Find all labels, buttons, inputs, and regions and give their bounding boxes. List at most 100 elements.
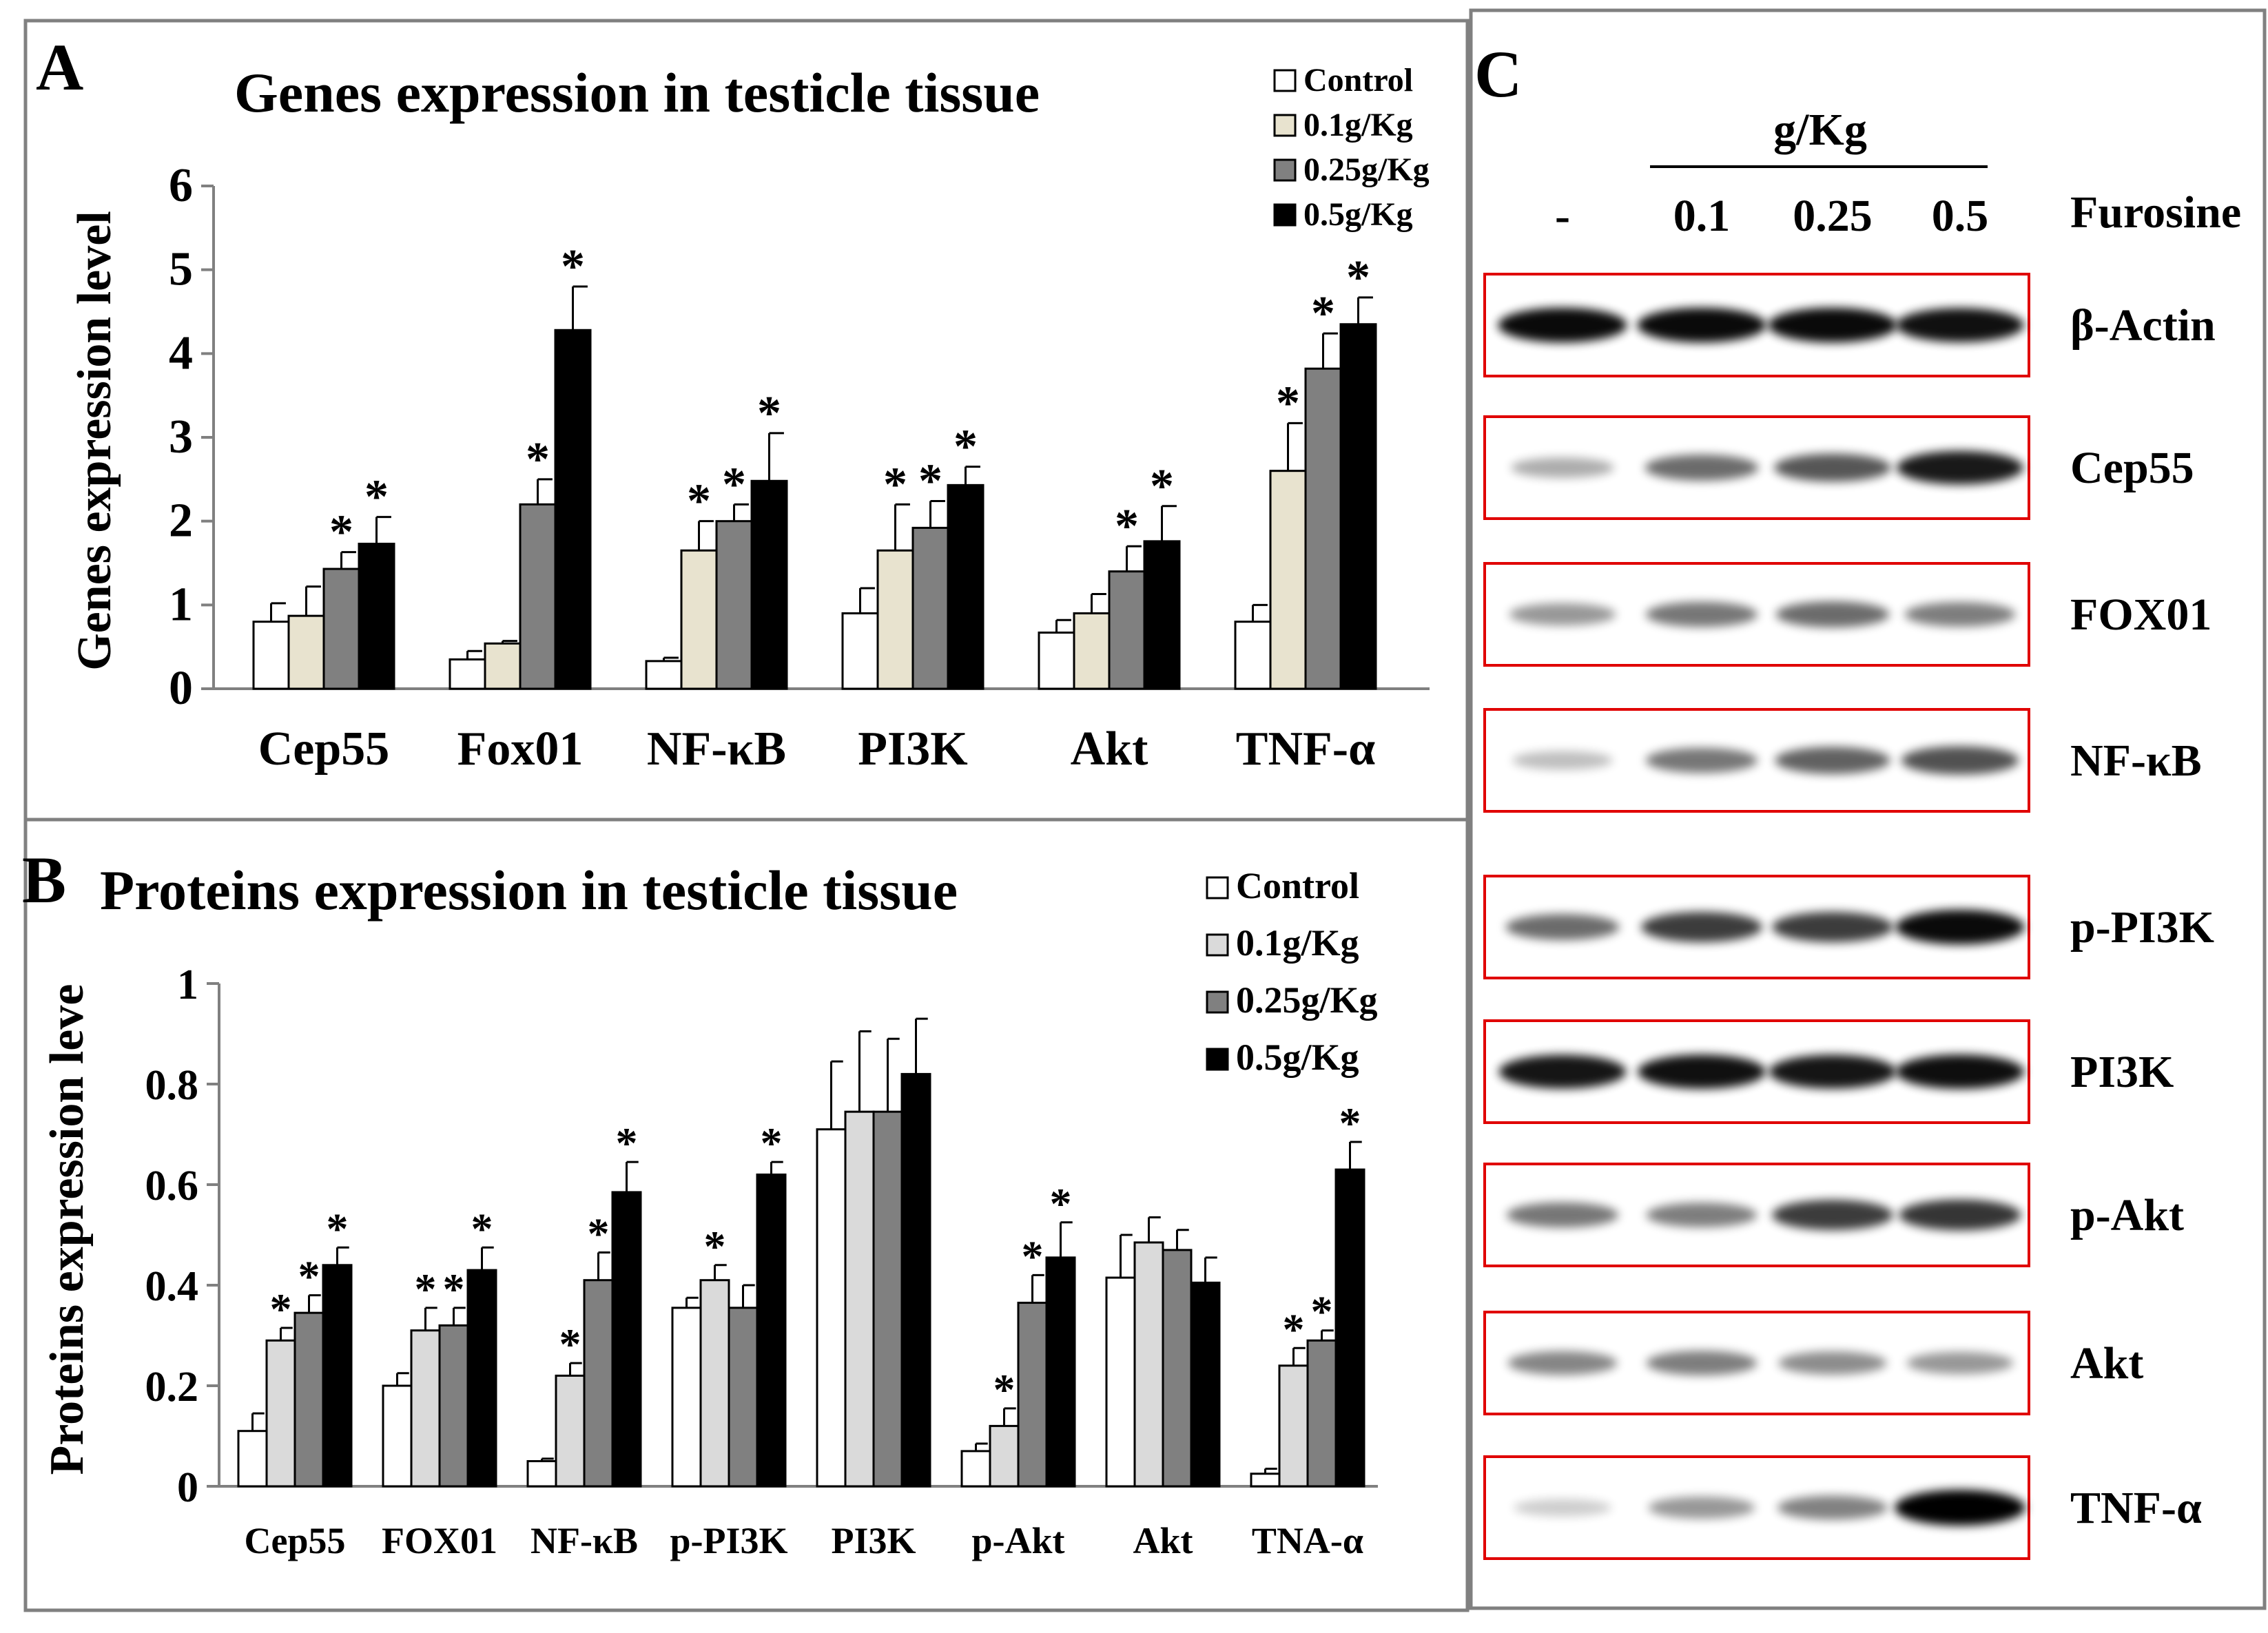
panel-a: A Genes expression in testicle tissue Ge… bbox=[23, 19, 1470, 822]
bar bbox=[876, 549, 914, 690]
panel-c-frame bbox=[1469, 8, 2267, 1610]
significance-star: * bbox=[687, 475, 711, 528]
bar bbox=[947, 483, 984, 690]
blot-row-cep55: Cep55 bbox=[1483, 415, 2194, 520]
blot-band bbox=[1498, 1054, 1627, 1089]
significance-star: * bbox=[883, 458, 907, 511]
bar bbox=[1133, 1241, 1164, 1488]
blot-band bbox=[1777, 1495, 1888, 1520]
panel-a-ylabel: Genes expression level bbox=[68, 211, 121, 671]
bar bbox=[287, 614, 325, 690]
bar bbox=[449, 658, 486, 690]
legend-label: 0.25g/Kg bbox=[1236, 979, 1378, 1021]
bar bbox=[841, 612, 879, 690]
y-tick-label: 1 bbox=[169, 578, 193, 631]
significance-star: * bbox=[1022, 1231, 1044, 1280]
blot-band bbox=[1646, 1203, 1757, 1227]
blot-band bbox=[1513, 1499, 1612, 1517]
bar bbox=[265, 1339, 296, 1488]
bar bbox=[960, 1450, 991, 1488]
category-label: TNF-α bbox=[1236, 722, 1375, 776]
protein-label: β-Actin bbox=[2070, 300, 2216, 351]
significance-star: * bbox=[1276, 377, 1300, 430]
bar bbox=[1073, 612, 1111, 690]
panel-b-plot: 00.20.40.60.81***Cep55* **FOX01***NF-κB**… bbox=[145, 961, 1378, 1561]
bar bbox=[1143, 540, 1181, 690]
category-label: PI3K bbox=[858, 722, 967, 776]
bar bbox=[728, 1307, 759, 1488]
bar bbox=[611, 1191, 642, 1488]
blot-band bbox=[1645, 601, 1758, 627]
bar bbox=[1269, 470, 1307, 690]
bar bbox=[1306, 1339, 1337, 1488]
category-label: PI3K bbox=[831, 1520, 916, 1561]
bar bbox=[680, 549, 718, 690]
significance-star: * bbox=[722, 458, 746, 511]
blot-band bbox=[1645, 455, 1759, 481]
protein-label: NF-κB bbox=[2070, 736, 2202, 786]
blot-row-akt: Akt bbox=[1483, 1311, 2143, 1415]
protein-label: PI3K bbox=[2070, 1047, 2174, 1097]
y-tick-label: 5 bbox=[169, 243, 193, 296]
significance-star: * bbox=[559, 1320, 581, 1369]
bar bbox=[519, 503, 557, 690]
blot-row-p-akt: p-Akt bbox=[1483, 1163, 2184, 1267]
blot-band bbox=[1899, 1199, 2021, 1231]
significance-star: * bbox=[1339, 1099, 1361, 1147]
panel-c-label: C bbox=[1474, 37, 1522, 111]
bar bbox=[526, 1460, 557, 1488]
y-tick-label: 0.6 bbox=[145, 1163, 199, 1209]
lane-label: 0.1 bbox=[1673, 191, 1731, 241]
significance-star: * bbox=[1150, 460, 1174, 513]
significance-star: * bbox=[298, 1252, 320, 1301]
blot-row-nf-b: NF-κB bbox=[1483, 708, 2202, 813]
significance-star: * bbox=[443, 1265, 465, 1313]
significance-star: * bbox=[471, 1204, 493, 1253]
protein-label: Akt bbox=[2070, 1338, 2143, 1388]
significance-star: * bbox=[616, 1119, 638, 1167]
protein-label: TNF-α bbox=[2070, 1483, 2202, 1533]
significance-star: * bbox=[704, 1222, 726, 1271]
significance-star: * bbox=[526, 433, 550, 486]
bar bbox=[1105, 1276, 1136, 1488]
legend-label: Control bbox=[1303, 62, 1413, 98]
bar bbox=[438, 1324, 469, 1488]
significance-star: * bbox=[364, 471, 389, 524]
y-tick-label: 0.4 bbox=[145, 1263, 199, 1310]
blot-band bbox=[1895, 1490, 2025, 1526]
y-tick-label: 2 bbox=[169, 495, 193, 548]
y-tick-label: 1 bbox=[177, 961, 198, 1008]
bar bbox=[750, 479, 788, 690]
bar bbox=[671, 1307, 702, 1488]
category-label: NF-κB bbox=[530, 1520, 638, 1561]
bar bbox=[555, 1374, 586, 1488]
blot-band bbox=[1904, 602, 2016, 627]
bar bbox=[1234, 621, 1272, 690]
blot-row-pi3k: PI3K bbox=[1483, 1019, 2174, 1124]
significance-star: * bbox=[757, 387, 781, 440]
significance-star: * bbox=[1050, 1179, 1072, 1228]
legend-label: 0.25g/Kg bbox=[1303, 152, 1430, 188]
bar bbox=[1250, 1473, 1281, 1488]
bar bbox=[237, 1430, 268, 1488]
category-label: TNA-α bbox=[1252, 1520, 1363, 1561]
bar bbox=[816, 1128, 847, 1488]
blot-band bbox=[1772, 1199, 1893, 1231]
bar bbox=[1162, 1249, 1193, 1488]
category-label: FOX01 bbox=[382, 1520, 497, 1561]
legend-swatch bbox=[1206, 933, 1229, 957]
y-tick-label: 6 bbox=[169, 159, 193, 212]
blot-band bbox=[1509, 603, 1616, 626]
panel-b-ylabel: Proteins expression leve bbox=[41, 984, 94, 1475]
category-label: NF-κB bbox=[647, 722, 786, 776]
protein-label: p-Akt bbox=[2070, 1190, 2184, 1240]
blot-band bbox=[1769, 1054, 1897, 1089]
blot-band bbox=[1901, 746, 2019, 775]
significance-star: * bbox=[1346, 251, 1370, 304]
y-tick-label: 0 bbox=[177, 1464, 198, 1511]
blot-band bbox=[1895, 909, 2025, 945]
panel-c: C g/Kg - 0.1 0.25 0.5 Furosine β-Actin Cep55… bbox=[1469, 8, 2267, 1610]
bar bbox=[1038, 631, 1075, 690]
blot-band bbox=[1505, 914, 1620, 940]
